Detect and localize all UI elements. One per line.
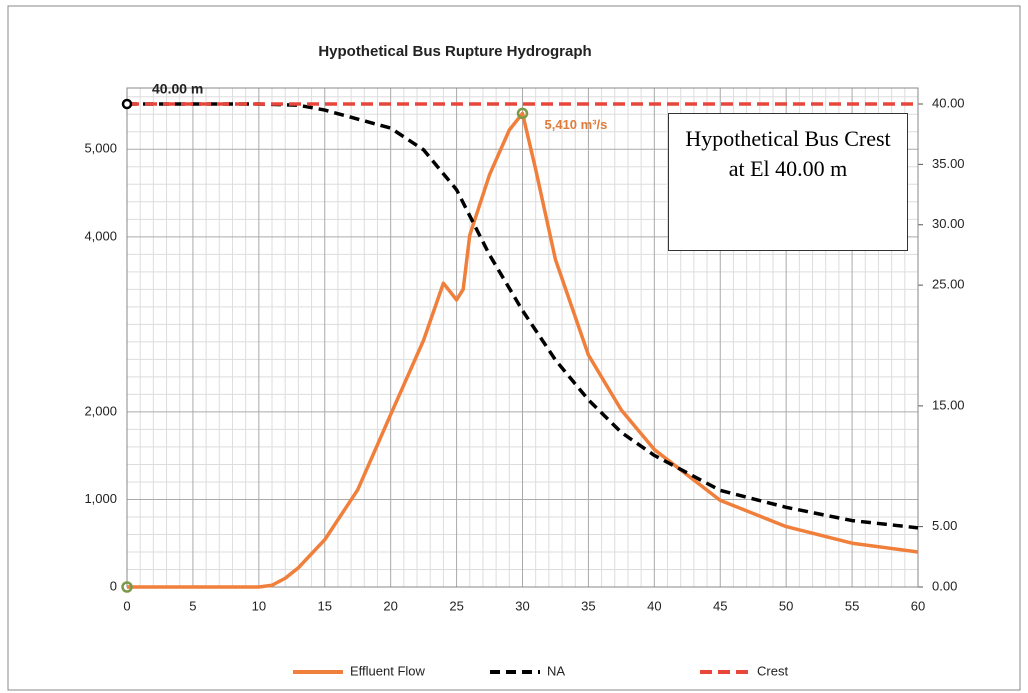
plot-border bbox=[126, 87, 919, 588]
x-tick-label: 40 bbox=[647, 598, 661, 613]
y-tick-label: 0 bbox=[110, 578, 117, 593]
crest-annotation: 40.00 m bbox=[152, 81, 203, 97]
y2-tick-label: 15.00 bbox=[932, 397, 965, 412]
x-tick-label: 30 bbox=[515, 598, 529, 613]
legend-label: Effluent Flow bbox=[350, 663, 426, 678]
frame bbox=[7, 5, 1021, 691]
note-box: Hypothetical Bus Crest at El 40.00 m bbox=[668, 113, 908, 251]
peak-marker bbox=[516, 107, 529, 120]
crest-marker bbox=[121, 98, 133, 110]
x-tick-label: 20 bbox=[383, 598, 397, 613]
legend-label: NA bbox=[547, 663, 565, 678]
y-tick-label: 1,000 bbox=[84, 491, 117, 506]
y2-tick-label: 0.00 bbox=[932, 578, 957, 593]
y-tick-label: 5,000 bbox=[84, 141, 117, 156]
x-tick-label: 10 bbox=[252, 598, 266, 613]
x-tick-label: 15 bbox=[318, 598, 332, 613]
start-marker bbox=[121, 581, 133, 593]
y2-tick-label: 40.00 bbox=[932, 95, 965, 110]
x-tick-label: 0 bbox=[123, 598, 130, 613]
x-tick-label: 45 bbox=[713, 598, 727, 613]
peak-annotation: 5,410 m³/s bbox=[545, 117, 608, 132]
series-line bbox=[127, 111, 919, 589]
legend-label: Crest bbox=[757, 663, 788, 678]
series-line bbox=[127, 102, 919, 530]
x-tick-label: 50 bbox=[779, 598, 793, 613]
y-tick-label: 2,000 bbox=[84, 403, 117, 418]
x-tick-label: 55 bbox=[845, 598, 859, 613]
x-tick-label: 35 bbox=[581, 598, 595, 613]
y2-tick-label: 5.00 bbox=[932, 518, 957, 533]
y2-tick-label: 30.00 bbox=[932, 216, 965, 231]
x-tick-label: 60 bbox=[911, 598, 925, 613]
x-tick-label: 25 bbox=[449, 598, 463, 613]
chart-title: Hypothetical Bus Rupture Hydrograph bbox=[318, 43, 591, 60]
y-tick-label: 4,000 bbox=[84, 228, 117, 243]
x-tick-label: 5 bbox=[189, 598, 196, 613]
y2-tick-label: 35.00 bbox=[932, 156, 965, 171]
y2-tick-label: 25.00 bbox=[932, 277, 965, 292]
